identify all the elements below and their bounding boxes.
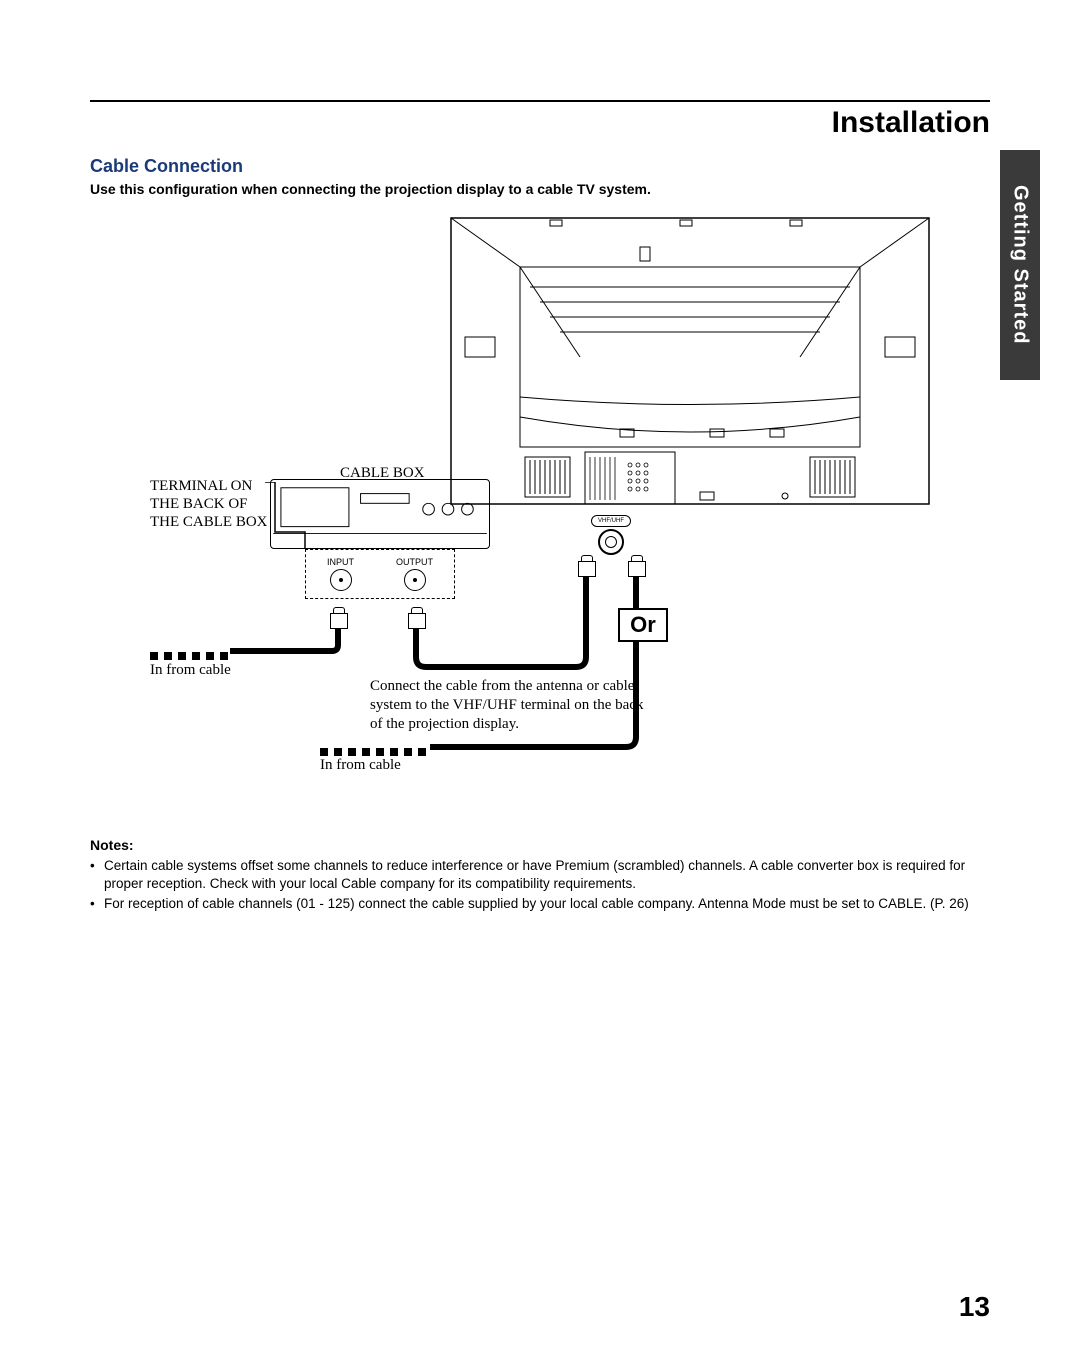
notes-heading: Notes:	[90, 837, 990, 853]
note-item: Certain cable systems offset some channe…	[90, 857, 990, 893]
note-item: For reception of cable channels (01 - 12…	[90, 895, 990, 913]
or-box: Or	[618, 608, 668, 642]
section-heading: Cable Connection	[90, 156, 990, 177]
side-tab-getting-started: Getting Started	[1000, 150, 1040, 380]
notes-list: Certain cable systems offset some channe…	[90, 857, 990, 914]
page-title: Installation	[90, 106, 990, 140]
section-subheading: Use this configuration when connecting t…	[90, 181, 990, 197]
connection-diagram: VHF/UHF CABLE BOX TERMINAL ON THE BACK O…	[150, 217, 930, 817]
cable-paths	[150, 217, 930, 817]
page-number: 13	[959, 1291, 990, 1323]
rule-top	[90, 100, 990, 102]
